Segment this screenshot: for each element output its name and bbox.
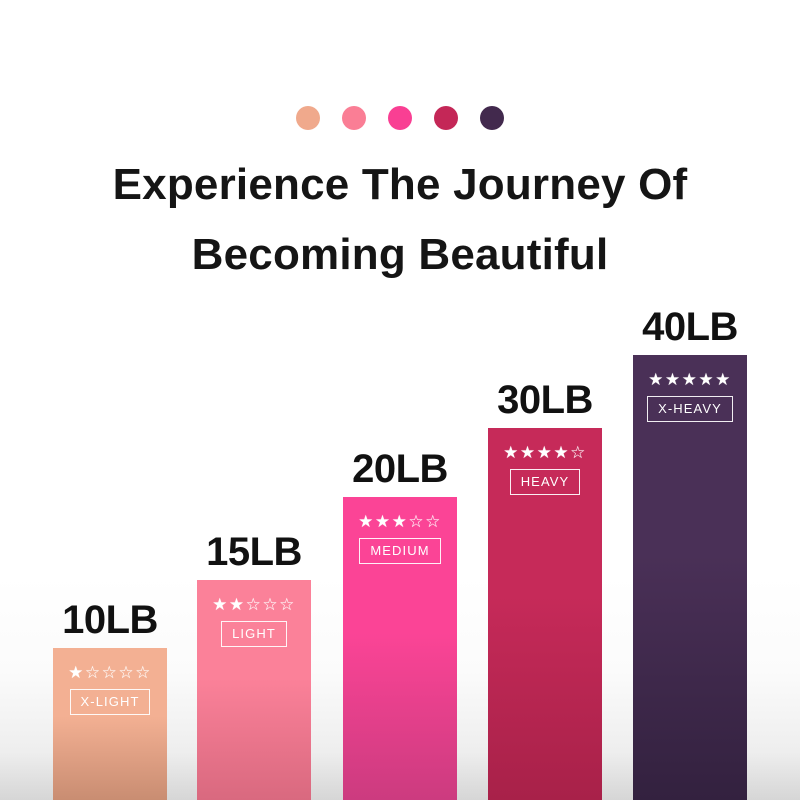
dot-heavy [434,106,458,130]
bar-column[interactable]: ★★☆☆☆ LIGHT [197,580,311,800]
resistance-level-label: X-HEAVY [647,396,733,422]
bar-weight-label: 40LB [642,305,738,349]
bar-weight-label: 20LB [352,447,448,491]
resistance-level-label: HEAVY [509,469,581,495]
star-rating-icon: ★★★★★ [648,370,732,389]
bar-badge: ★★☆☆☆ LIGHT [197,596,311,647]
bar-fill [488,428,602,800]
dot-x-light [296,106,320,130]
star-rating-icon: ★☆☆☆☆ [68,663,152,682]
bar-column[interactable]: ★★★★☆ HEAVY [488,428,602,800]
bar-badge: ★★★☆☆ MEDIUM [343,513,457,564]
resistance-level-label: X-LIGHT [69,689,151,715]
bar-column[interactable]: ★☆☆☆☆ X-LIGHT [53,648,167,800]
bar-group-x-light[interactable]: 10LB ★☆☆☆☆ X-LIGHT [53,592,167,800]
bar-group-light[interactable]: 15LB ★★☆☆☆ LIGHT [197,524,311,800]
dot-light [342,106,366,130]
dot-medium [388,106,412,130]
star-rating-icon: ★★★☆☆ [358,512,442,531]
color-swatch-row [0,106,800,130]
bar-badge: ★★★★☆ HEAVY [488,444,602,495]
bar-column[interactable]: ★★★★★ X-HEAVY [633,355,747,800]
star-rating-icon: ★★★★☆ [503,443,587,462]
bar-weight-label: 30LB [497,378,593,422]
bar-group-x-heavy[interactable]: 40LB ★★★★★ X-HEAVY [633,299,747,800]
title-line-1: Experience The Journey Of [112,160,688,209]
bar-fill [633,355,747,800]
bar-fill [343,497,457,800]
bar-weight-label: 15LB [206,530,302,574]
bar-column[interactable]: ★★★☆☆ MEDIUM [343,497,457,800]
page-title: Experience The Journey Of Becoming Beaut… [0,150,800,290]
bar-badge: ★☆☆☆☆ X-LIGHT [53,664,167,715]
bar-fill [197,580,311,800]
star-rating-icon: ★★☆☆☆ [212,595,296,614]
bar-fill [53,648,167,800]
title-line-2: Becoming Beautiful [191,230,609,279]
bar-group-medium[interactable]: 20LB ★★★☆☆ MEDIUM [343,441,457,800]
bar-weight-label: 10LB [62,598,158,642]
resistance-level-label: LIGHT [221,621,287,647]
resistance-level-label: MEDIUM [359,538,441,564]
bar-badge: ★★★★★ X-HEAVY [633,371,747,422]
bar-group-heavy[interactable]: 30LB ★★★★☆ HEAVY [488,372,602,800]
dot-x-heavy [480,106,504,130]
